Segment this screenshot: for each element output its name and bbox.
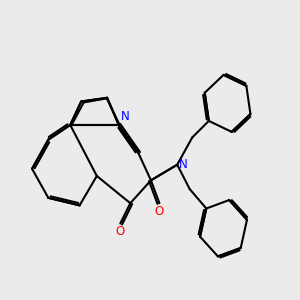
Text: O: O [116, 225, 125, 238]
Text: N: N [179, 158, 188, 171]
Text: O: O [155, 205, 164, 218]
Text: N: N [121, 110, 130, 123]
